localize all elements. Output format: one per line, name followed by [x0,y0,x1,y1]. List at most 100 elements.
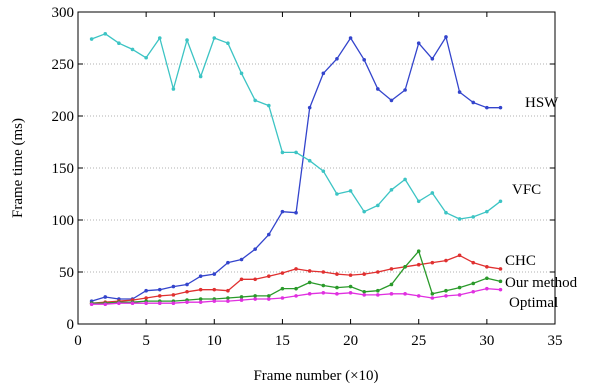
data-point-vfc [348,189,353,193]
data-point-vfc [130,47,135,52]
grid-layer [78,63,555,273]
data-point-optimal [348,291,353,295]
data-point-hsw [389,98,394,103]
data-point-chc [430,260,435,265]
data-point-vfc [403,177,407,182]
data-point-our-method [239,295,244,299]
data-point-optimal [198,300,203,304]
data-point-optimal [444,294,448,298]
tick-layer: 0 50 100 150 200 250 300 0 5 10 15 20 25 30 35 [52,5,563,349]
data-point-our-method [335,285,339,290]
series-label-our-method: Our method [505,275,578,291]
data-point-our-method [267,294,271,298]
data-point-vfc [144,55,148,60]
x-tick-label: 5 [142,333,150,349]
data-point-vfc [171,87,176,91]
data-point-vfc [498,199,503,204]
data-point-chc [185,289,189,294]
y-axis-title: Frame time (ms) [10,118,26,218]
data-point-optimal [457,293,462,297]
data-point-vfc [157,36,162,40]
data-point-hsw [157,287,162,292]
y-tick-label: 150 [52,161,75,177]
data-point-optimal [335,292,339,296]
data-point-optimal [226,299,230,303]
data-point-hsw [403,88,407,92]
series-label-optimal: Optimal [509,295,558,311]
data-point-chc [157,294,162,298]
data-point-our-method [198,297,203,301]
data-point-chc [457,253,462,258]
data-point-hsw [485,105,489,110]
data-point-vfc [416,199,421,204]
data-point-vfc [307,158,312,163]
x-tick-label: 30 [479,333,494,349]
series-label-hsw: HSW [525,95,559,111]
data-point-optimal [362,293,367,297]
data-point-hsw [457,90,462,94]
data-point-hsw [416,41,421,45]
data-point-vfc [198,74,203,79]
data-point-vfc [362,209,367,214]
data-point-our-method [280,286,285,291]
data-point-vfc [335,192,339,196]
data-point-our-method [485,276,489,281]
x-tick-label: 20 [343,333,358,349]
data-point-chc [226,288,230,293]
data-point-optimal [157,301,162,306]
data-point-chc [471,260,476,265]
data-point-optimal [253,297,257,301]
data-point-our-method [294,286,298,291]
data-point-chc [416,262,421,267]
data-point-our-method [416,249,421,253]
data-point-chc [280,271,285,275]
data-point-optimal [171,301,176,306]
data-point-optimal [130,301,135,306]
data-point-optimal [376,293,380,297]
data-point-hsw [348,36,353,40]
y-tick-label: 250 [52,57,75,73]
data-point-chc [239,277,244,282]
x-tick-label: 0 [74,333,82,349]
data-point-chc [321,270,326,274]
data-point-hsw [471,100,476,105]
data-point-vfc [89,37,94,41]
data-point-optimal [471,289,476,294]
data-point-hsw [430,57,435,61]
data-point-hsw [280,209,285,214]
data-point-our-method [430,292,435,296]
label-layer: HSW VFC CHC Our method Optimal [505,95,578,311]
data-point-hsw [321,71,326,76]
data-point-hsw [226,260,230,265]
data-point-vfc [389,188,394,192]
data-point-our-method [226,296,230,300]
data-point-our-method [362,289,367,294]
data-point-chc [362,272,367,276]
data-point-chc [212,287,217,292]
data-point-hsw [307,105,312,110]
data-point-hsw [212,272,217,276]
data-point-chc [348,273,353,277]
data-point-our-method [321,283,326,288]
data-point-our-method [403,265,407,269]
x-tick-label: 25 [411,333,426,349]
data-point-chc [267,274,271,278]
data-point-optimal [416,294,421,298]
data-point-optimal [294,294,298,298]
data-point-our-method [471,281,476,286]
data-point-hsw [185,282,189,287]
data-point-vfc [444,210,448,215]
data-point-optimal [103,302,108,307]
data-point-hsw [103,295,108,299]
data-point-optimal [498,287,503,292]
data-point-vfc [117,41,121,45]
series-line-vfc [91,33,501,220]
data-point-chc [335,272,339,276]
data-point-our-method [307,280,312,285]
data-point-our-method [444,288,448,293]
y-tick-label: 300 [52,5,75,21]
data-point-vfc [239,71,244,76]
data-point-optimal [117,301,121,306]
x-tick-label: 15 [275,333,290,349]
data-point-vfc [485,209,489,214]
